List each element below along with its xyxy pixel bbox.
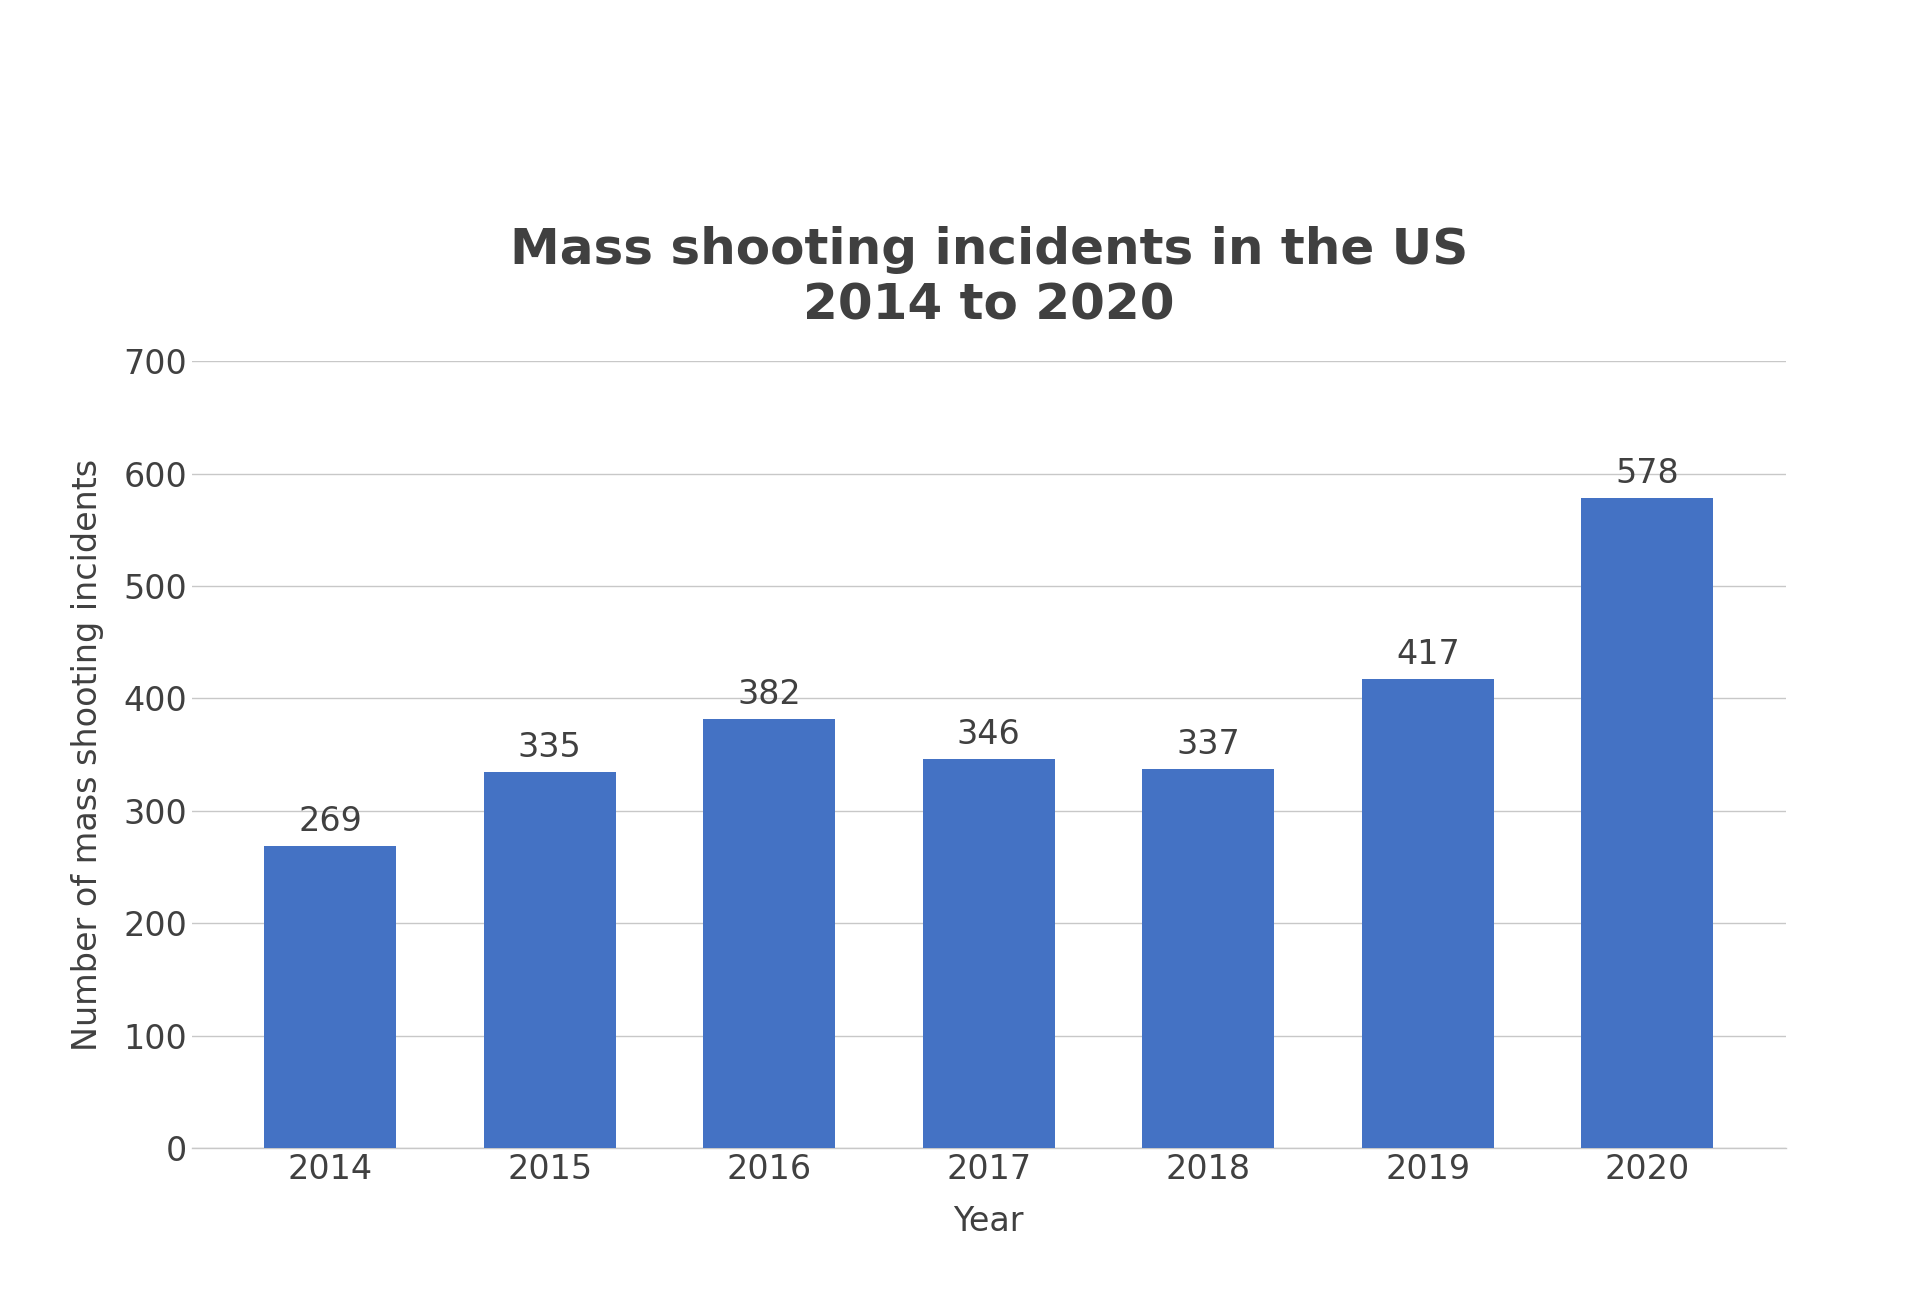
Bar xyxy=(1361,680,1494,1148)
Text: 269: 269 xyxy=(298,805,363,837)
Bar xyxy=(484,771,616,1148)
Bar xyxy=(924,759,1054,1148)
Text: 578: 578 xyxy=(1615,458,1680,490)
Bar xyxy=(1142,769,1275,1148)
X-axis label: Year: Year xyxy=(954,1205,1023,1238)
Bar xyxy=(703,719,835,1148)
Bar xyxy=(265,846,396,1148)
Text: 382: 382 xyxy=(737,677,801,711)
Bar xyxy=(1582,498,1713,1148)
Y-axis label: Number of mass shooting incidents: Number of mass shooting incidents xyxy=(71,458,104,1051)
Text: 337: 337 xyxy=(1177,729,1240,761)
Text: 417: 417 xyxy=(1396,639,1459,672)
Text: 335: 335 xyxy=(518,730,582,764)
Text: 346: 346 xyxy=(956,719,1021,751)
Title: Mass shooting incidents in the US
2014 to 2020: Mass shooting incidents in the US 2014 t… xyxy=(509,226,1469,329)
